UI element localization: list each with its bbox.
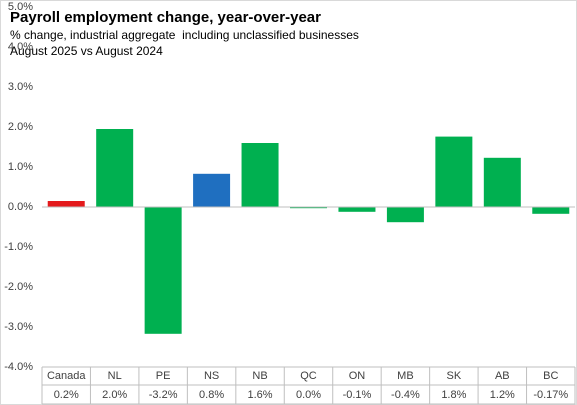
x-tick-label: NS xyxy=(204,370,219,382)
x-tick-label: PE xyxy=(156,370,171,382)
y-tick-label: -4.0% xyxy=(4,361,33,373)
x-tick-label: ON xyxy=(349,370,366,382)
bar xyxy=(47,201,85,207)
bar xyxy=(386,207,424,223)
chart-title: Payroll employment change, year-over-yea… xyxy=(10,9,321,26)
bar xyxy=(483,157,521,207)
y-tick-label: 5.0% xyxy=(8,1,33,13)
bar xyxy=(290,207,327,209)
x-tick-label: AB xyxy=(495,370,510,382)
bar xyxy=(241,143,279,207)
bar xyxy=(96,129,134,207)
y-tick-label: -3.0% xyxy=(4,321,33,333)
value-label: 0.2% xyxy=(54,389,79,401)
x-tick-label: NL xyxy=(108,370,122,382)
y-tick-label: 4.0% xyxy=(8,41,33,53)
bar xyxy=(193,173,231,207)
x-tick-label: QC xyxy=(300,370,317,382)
y-tick-label: 1.0% xyxy=(8,161,33,173)
y-tick-label: 3.0% xyxy=(8,81,33,93)
bar xyxy=(435,136,473,207)
bar xyxy=(144,207,182,334)
y-tick-label: -2.0% xyxy=(4,281,33,293)
x-tick-label: NB xyxy=(252,370,267,382)
value-label: 2.0% xyxy=(102,389,127,401)
x-tick-label: SK xyxy=(447,370,462,382)
bar xyxy=(532,207,570,214)
chart-annotation: August 2025 vs August 2024 xyxy=(10,44,163,58)
y-tick-label: -1.0% xyxy=(4,241,33,253)
chart-subtitle: % change, industrial aggregate including… xyxy=(10,28,359,42)
value-label: 0.8% xyxy=(199,389,224,401)
value-label: 1.6% xyxy=(248,389,273,401)
value-label: 1.2% xyxy=(490,389,515,401)
value-label: -0.1% xyxy=(343,389,372,401)
x-tick-label: BC xyxy=(543,370,558,382)
value-label: -3.2% xyxy=(149,389,178,401)
y-tick-label: 2.0% xyxy=(8,121,33,133)
bar xyxy=(338,207,376,212)
value-label: 1.8% xyxy=(441,389,466,401)
y-tick-label: 0.0% xyxy=(8,201,33,213)
x-tick-label: MB xyxy=(397,370,414,382)
x-tick-label: Canada xyxy=(47,370,86,382)
value-label: -0.17% xyxy=(533,389,568,401)
value-label: -0.4% xyxy=(391,389,420,401)
value-label: 0.0% xyxy=(296,389,321,401)
